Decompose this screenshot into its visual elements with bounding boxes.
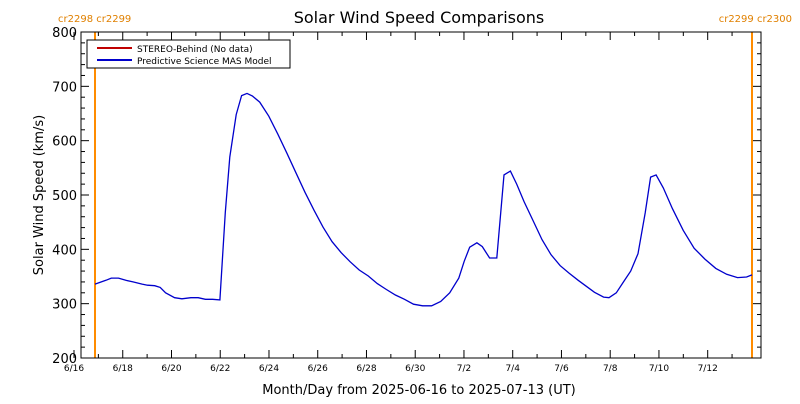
x-tick-label-4: 6/24 bbox=[259, 364, 279, 374]
x-tick-label-1: 6/18 bbox=[113, 364, 133, 374]
legend-label-0: STEREO-Behind (No data) bbox=[137, 45, 253, 55]
x-tick-label-0: 6/16 bbox=[64, 364, 84, 374]
legend: STEREO-Behind (No data) Predictive Scienc… bbox=[86, 39, 291, 69]
carrington-label-0: cr2298 cr2299 bbox=[58, 14, 131, 25]
x-tick-label-5: 6/26 bbox=[308, 364, 328, 374]
legend-box bbox=[86, 39, 291, 69]
x-axis-label: Month/Day from 2025-06-16 to 2025-07-13 … bbox=[262, 383, 575, 398]
x-tick-label-2: 6/20 bbox=[161, 364, 181, 374]
x-tick-label-9: 7/4 bbox=[505, 364, 520, 374]
x-tick-label-7: 6/30 bbox=[405, 364, 425, 374]
y-tick-label-6: 800 bbox=[52, 26, 77, 41]
x-tick-label-8: 7/2 bbox=[457, 364, 471, 374]
axes: 200 300 400 500 600 700 800 6/16 6/18 6/20 6/22 6/2… bbox=[52, 26, 762, 374]
legend-label-1: Predictive Science MAS Model bbox=[137, 57, 272, 67]
x-tick-label-12: 7/10 bbox=[649, 364, 669, 374]
y-tick-label-0: 200 bbox=[52, 352, 77, 367]
x-tick-label-6: 6/28 bbox=[356, 364, 376, 374]
x-tick-label-11: 7/8 bbox=[603, 364, 618, 374]
x-tick-label-13: 7/12 bbox=[698, 364, 718, 374]
carrington-markers: cr2298 cr2299 cr2299 cr2300 bbox=[58, 14, 792, 358]
x-tick-label-10: 7/6 bbox=[554, 364, 569, 374]
x-tick-label-3: 6/22 bbox=[210, 364, 230, 374]
carrington-label-1: cr2299 cr2300 bbox=[719, 14, 792, 25]
y-axis-label: Solar Wind Speed (km/s) bbox=[32, 115, 47, 275]
chart-title: Solar Wind Speed Comparisons bbox=[294, 8, 545, 27]
series-layer bbox=[94, 92, 753, 307]
y-tick-label-4: 600 bbox=[52, 135, 77, 150]
y-tick-label-2: 400 bbox=[52, 243, 77, 258]
series-line-0 bbox=[94, 92, 753, 307]
y-tick-label-3: 500 bbox=[52, 189, 77, 204]
y-tick-label-1: 300 bbox=[52, 298, 77, 313]
y-tick-label-5: 700 bbox=[52, 80, 77, 95]
